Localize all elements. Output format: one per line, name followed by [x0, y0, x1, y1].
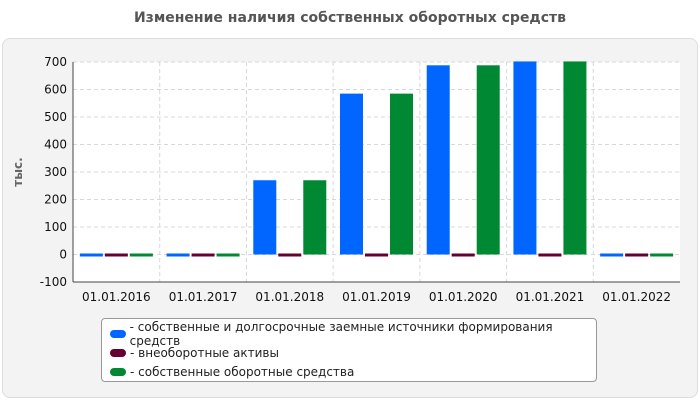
bar-3-01.01.2018: [303, 180, 327, 255]
x-tick-label: 01.01.2019: [342, 290, 411, 304]
legend-label: - внеоборотные активы: [130, 345, 279, 360]
x-tick-label: 01.01.2016: [82, 290, 151, 304]
bar-2-01.01.2022: [625, 253, 649, 257]
bar-3-01.01.2017: [216, 253, 240, 257]
legend-swatch-maroon: [110, 348, 126, 357]
y-tick-label: 100: [44, 220, 67, 234]
bar-3-01.01.2019: [390, 93, 413, 255]
legend-item: - внеоборотные активы: [110, 343, 596, 362]
legend-item: - собственные оборотные средства: [110, 362, 596, 381]
x-tick-label: 01.01.2021: [516, 290, 585, 304]
y-tick-label: 700: [44, 55, 67, 69]
bar-2-01.01.2021: [538, 253, 562, 257]
bar-2-01.01.2019: [365, 253, 388, 257]
bar-1-01.01.2016: [79, 253, 103, 257]
bar-2-01.01.2020: [451, 253, 475, 257]
bar-3-01.01.2016: [129, 253, 153, 257]
y-tick-label: 600: [44, 83, 67, 97]
bar-2-01.01.2018: [278, 253, 302, 257]
y-tick-label: 0: [59, 248, 67, 262]
bar-1-01.01.2017: [166, 253, 190, 257]
x-tick-label: 01.01.2017: [169, 290, 238, 304]
x-tick-label: 01.01.2022: [602, 290, 671, 304]
legend-item: - собственные и долгосрочные заемные ист…: [110, 320, 596, 348]
y-tick-label: 500: [44, 110, 67, 124]
legend-label: - собственные оборотные средства: [130, 364, 355, 379]
legend-label: - собственные и долгосрочные заемные ист…: [129, 319, 553, 348]
y-axis-label: тыс.: [11, 157, 25, 186]
legend-swatch-green: [110, 367, 126, 376]
y-tick-label: 400: [44, 138, 67, 152]
chart-title: Изменение наличия собственных оборотных …: [133, 10, 567, 26]
bar-2-01.01.2017: [191, 253, 215, 257]
bar-3-01.01.2022: [650, 253, 674, 257]
bar-1-01.01.2019: [340, 93, 363, 255]
bar-1-01.01.2020: [426, 65, 450, 255]
bar-1-01.01.2022: [600, 253, 624, 257]
bar-3-01.01.2020: [476, 65, 500, 255]
bar-2-01.01.2016: [104, 253, 128, 257]
y-tick-label: -100: [40, 275, 67, 289]
legend-swatch-blue: [110, 329, 126, 338]
bar-1-01.01.2018: [253, 180, 277, 255]
x-tick-label: 01.01.2018: [255, 290, 324, 304]
bar-1-01.01.2021: [513, 61, 537, 255]
bar-3-01.01.2021: [563, 61, 587, 255]
y-tick-label: 300: [44, 165, 67, 179]
y-tick-label: 200: [44, 193, 67, 207]
chart-legend: - собственные и долгосрочные заемные ист…: [101, 318, 597, 382]
x-tick-label: 01.01.2020: [429, 290, 498, 304]
